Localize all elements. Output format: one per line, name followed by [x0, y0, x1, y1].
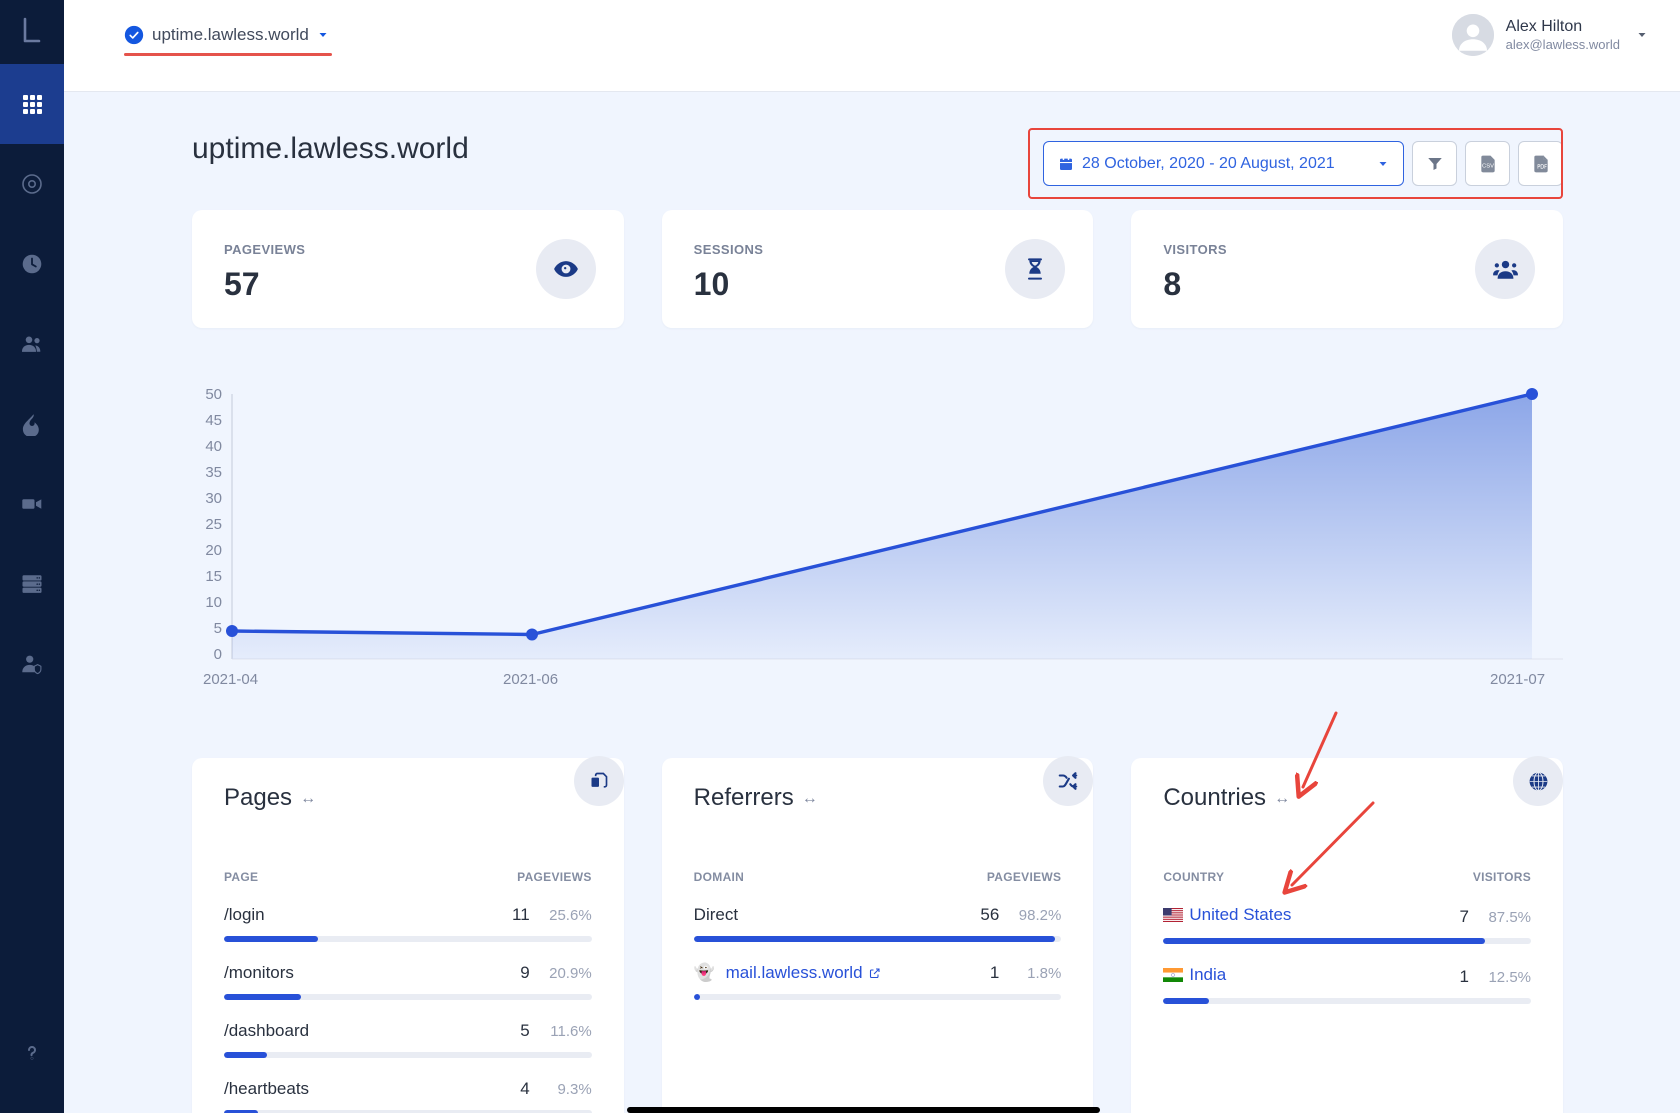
- svg-text:2021-06: 2021-06: [503, 671, 558, 688]
- svg-text:40: 40: [205, 438, 222, 455]
- svg-text:CSV: CSV: [1482, 163, 1494, 169]
- svg-text:45: 45: [205, 412, 222, 429]
- svg-text:20: 20: [205, 542, 222, 559]
- svg-text:5: 5: [214, 620, 222, 637]
- svg-text:30: 30: [205, 490, 222, 507]
- svg-text:35: 35: [205, 464, 222, 481]
- svg-text:2021-04: 2021-04: [203, 671, 258, 688]
- svg-text:50: 50: [205, 388, 222, 403]
- svg-text:0: 0: [214, 646, 222, 663]
- svg-text:15: 15: [205, 568, 222, 585]
- svg-text:2021-07: 2021-07: [1490, 671, 1545, 688]
- svg-text:10: 10: [205, 594, 222, 611]
- svg-text:25: 25: [205, 516, 222, 533]
